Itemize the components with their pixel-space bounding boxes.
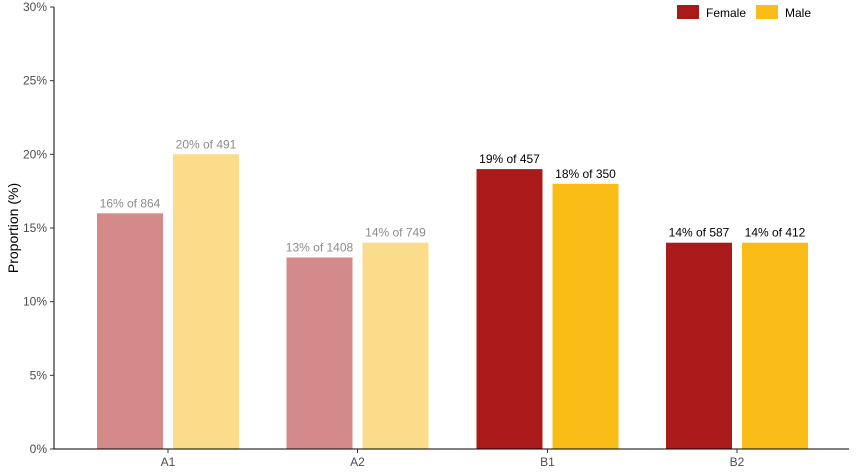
bar-male-a1 xyxy=(173,154,239,450)
x-tick-label: A2 xyxy=(350,455,365,469)
y-tick-label: 0% xyxy=(30,442,48,456)
legend: Female Male xyxy=(677,5,811,20)
bar-male-b2 xyxy=(742,242,808,449)
bar-label-male-b1: 18% of 350 xyxy=(555,167,616,181)
bar-female-b1 xyxy=(476,169,543,449)
y-tick-label: 30% xyxy=(23,0,47,14)
legend-label-female: Female xyxy=(706,6,746,20)
x-tick-label: A1 xyxy=(161,455,176,469)
y-tick-label: 5% xyxy=(30,368,48,382)
bar-labels-layer: 16% of 864 13% of 1408 19% of 457 14% of 58… xyxy=(100,137,806,254)
axes: 0% 5% 10% 15% 20% 25% 30% A1 A2 B1 B2 Proportion (%… xyxy=(5,0,849,469)
bar-label-female-a2: 13% of 1408 xyxy=(286,241,354,255)
y-tick-label: 20% xyxy=(23,147,47,161)
bars-layer xyxy=(97,154,808,450)
y-axis-title: Proportion (%) xyxy=(5,183,21,273)
x-tick-label: B2 xyxy=(730,455,745,469)
legend-label-male: Male xyxy=(785,6,811,20)
legend-key-female xyxy=(677,5,699,19)
bar-female-a2 xyxy=(286,257,353,449)
y-tick-label: 15% xyxy=(23,221,47,235)
bar-label-female-b1: 19% of 457 xyxy=(479,152,540,166)
bar-male-b1 xyxy=(552,183,619,450)
y-tick-label: 25% xyxy=(23,74,47,88)
bar-label-male-b2: 14% of 412 xyxy=(745,226,806,240)
x-tick-label: B1 xyxy=(540,455,555,469)
y-tick-label: 10% xyxy=(23,295,47,309)
bar-male-a2 xyxy=(362,242,429,449)
legend-key-male xyxy=(756,5,778,19)
bar-label-female-b2: 14% of 587 xyxy=(669,226,730,240)
bar-female-a1 xyxy=(97,213,163,449)
bar-label-female-a1: 16% of 864 xyxy=(100,196,161,210)
bar-female-b2 xyxy=(666,242,732,449)
bar-label-male-a1: 20% of 491 xyxy=(176,137,237,151)
bar-label-male-a2: 14% of 749 xyxy=(365,226,426,240)
